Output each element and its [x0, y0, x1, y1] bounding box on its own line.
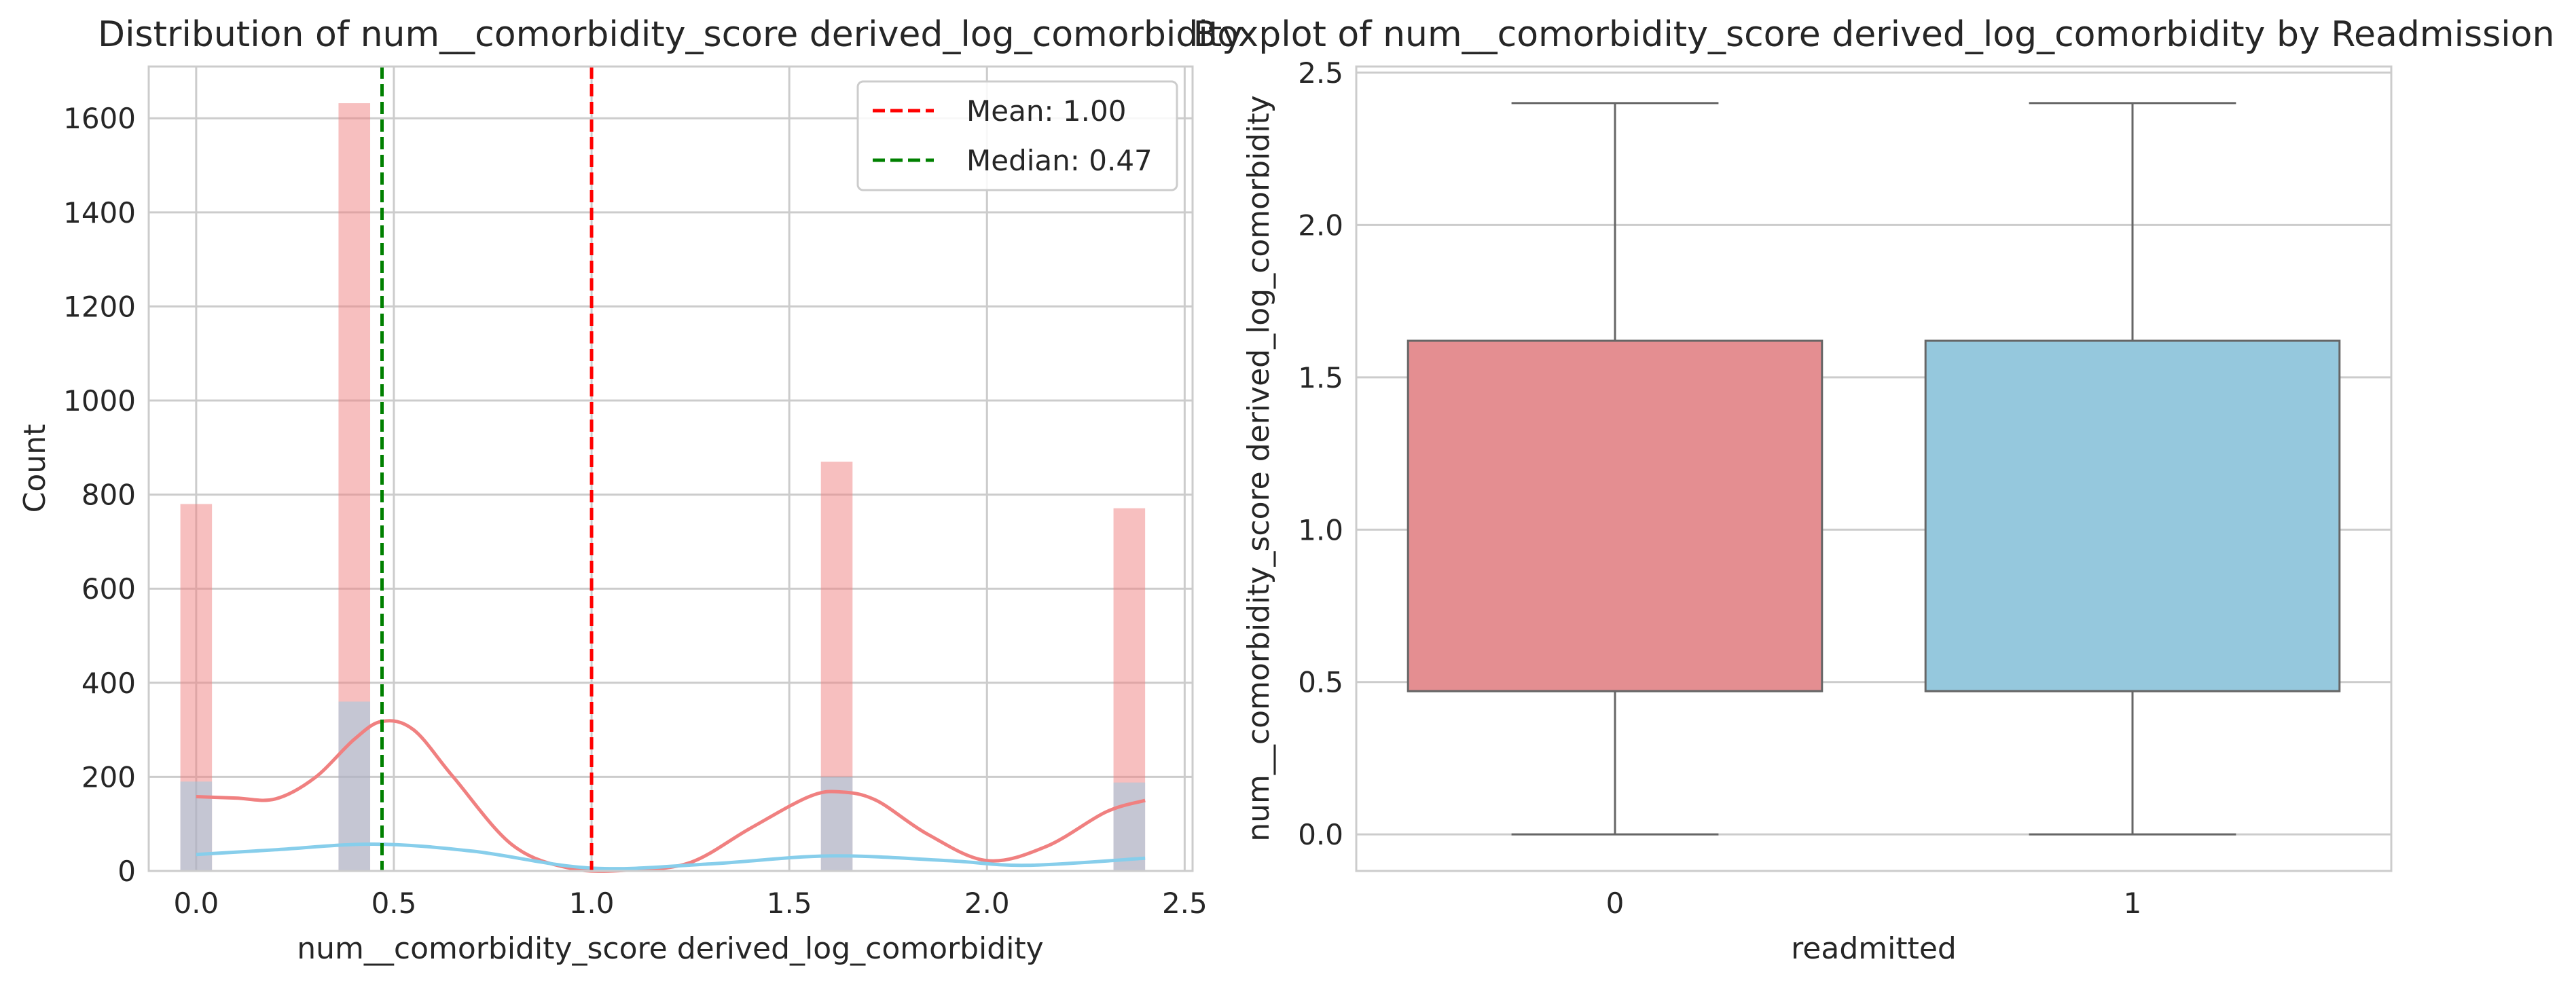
boxplot-x-tick-label: 1	[2124, 887, 2142, 920]
boxplot-x-tick-label: 0	[1606, 887, 1625, 920]
boxplot-y-axis-label: num__comorbidity_score derived_log_comor…	[1241, 95, 1276, 841]
histogram-bars	[180, 103, 1146, 872]
histogram-y-tick-label: 1600	[63, 102, 136, 135]
histogram-kde-curves	[196, 719, 1146, 873]
histogram-legend: Mean: 1.00 Median: 0.47	[856, 80, 1178, 191]
histogram-x-tick-label: 2.5	[1162, 887, 1208, 920]
histogram-x-axis-label: num__comorbidity_score derived_log_comor…	[297, 931, 1043, 966]
histogram-bar	[180, 504, 213, 871]
legend-mean-label: Mean: 1.00	[966, 94, 1126, 128]
histogram-x-tick-label: 1.0	[569, 887, 615, 920]
histogram-bar	[820, 462, 853, 871]
boxplot-y-tick-label: 2.0	[1298, 208, 1343, 242]
histogram-x-tick-label: 2.0	[964, 887, 1010, 920]
boxplot-x-axis-label: readmitted	[1791, 931, 1957, 966]
histogram-y-tick-label: 1200	[63, 290, 136, 323]
histogram-x-tick-label: 0.5	[371, 887, 417, 920]
histogram-title: Distribution of num__comorbidity_score d…	[98, 14, 1243, 55]
boxplot-y-tick-label: 1.5	[1298, 361, 1343, 394]
histogram-bar	[180, 781, 213, 871]
histogram-y-tick-label: 200	[81, 760, 136, 794]
histogram-y-axis-label: Count	[18, 424, 52, 513]
boxplot-axes-frame	[1355, 65, 2393, 872]
boxplot-y-tick-label: 2.5	[1298, 56, 1343, 90]
histogram-bar	[1113, 782, 1146, 871]
histogram-y-tick-label: 0	[117, 855, 136, 888]
histogram-y-tick-label: 1000	[63, 384, 136, 417]
legend-frame	[856, 80, 1178, 191]
histogram-y-tick-label: 800	[81, 479, 136, 512]
histogram-reference-lines	[380, 67, 594, 871]
boxplot-y-tick-label: 0.5	[1298, 666, 1343, 699]
boxplot-y-tick-label: 0.0	[1298, 818, 1343, 851]
boxplot-y-tick-labels: 0.0 0.5 1.0 1.5 2.0 2.5	[1298, 56, 1343, 851]
boxplot-title: Boxplot of num__comorbidity_score derive…	[1193, 14, 2555, 55]
boxplot-box	[1924, 339, 2341, 692]
histogram-kde-line	[196, 842, 1146, 871]
histogram-x-tick-label: 1.5	[767, 887, 812, 920]
histogram-x-tick-label: 0.0	[173, 887, 219, 920]
histogram-y-tick-labels: 0 200 400 600 800 1000 1200 1400 1600	[63, 102, 136, 888]
histogram-y-tick-label: 400	[81, 667, 136, 700]
boxplot-boxes	[1407, 102, 2341, 836]
histogram-x-tick-labels: 0.0 0.5 1.0 1.5 2.0 2.5	[173, 887, 1207, 920]
histogram-grid	[149, 67, 1193, 872]
boxplot-box	[1407, 339, 1824, 692]
boxplot-y-tick-label: 1.0	[1298, 513, 1343, 546]
histogram-panel: 0.0 0.5 1.0 1.5 2.0 2.5 0 200 400 600 800 1000 1200…	[18, 14, 1243, 966]
histogram-axes-frame	[147, 65, 1194, 872]
histogram-bar	[338, 103, 371, 872]
histogram-bar	[1113, 508, 1146, 871]
legend-median-label: Median: 0.47	[966, 144, 1153, 177]
histogram-y-tick-label: 600	[81, 572, 136, 606]
histogram-y-tick-label: 1400	[63, 196, 136, 229]
